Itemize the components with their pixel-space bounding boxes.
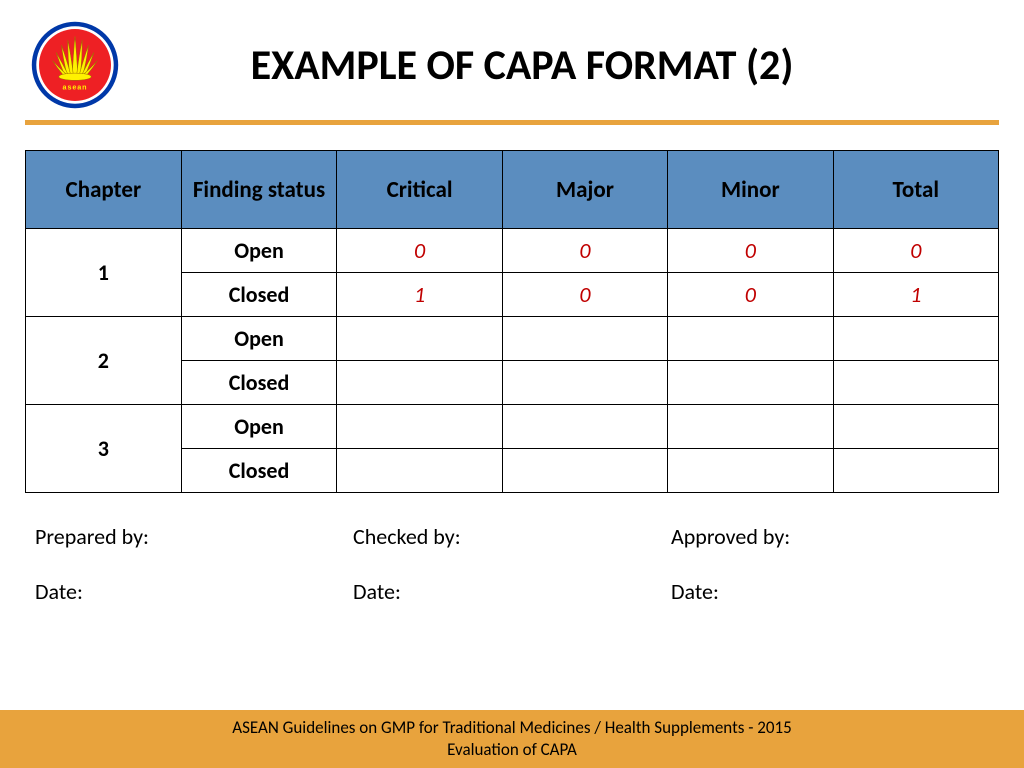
prepared-by-column: Prepared by: Date:: [35, 523, 353, 605]
approved-by-column: Approved by: Date:: [671, 523, 989, 605]
value-cell: [337, 361, 502, 405]
value-cell: [833, 361, 998, 405]
value-cell: [337, 449, 502, 493]
col-critical: Critical: [337, 151, 502, 229]
capa-table: Chapter Finding status Critical Major Mi…: [25, 150, 999, 493]
title-divider: [25, 120, 999, 125]
status-cell: Open: [181, 317, 337, 361]
checked-by-label: Checked by:: [353, 523, 671, 550]
signature-block: Prepared by: Date: Checked by: Date: App…: [0, 493, 1024, 605]
value-cell: [833, 317, 998, 361]
svg-text:asean: asean: [63, 82, 88, 91]
col-chapter: Chapter: [26, 151, 182, 229]
checked-by-date-label: Date:: [353, 578, 671, 605]
value-cell: [502, 449, 667, 493]
col-major: Major: [502, 151, 667, 229]
value-cell: 0: [502, 229, 667, 273]
status-cell: Closed: [181, 273, 337, 317]
footer-line-2: Evaluation of CAPA: [447, 739, 577, 761]
table-row: 3Open: [26, 405, 999, 449]
table-header-row: Chapter Finding status Critical Major Mi…: [26, 151, 999, 229]
value-cell: [668, 405, 833, 449]
col-minor: Minor: [668, 151, 833, 229]
col-total: Total: [833, 151, 998, 229]
prepared-by-date-label: Date:: [35, 578, 353, 605]
page-title: EXAMPLE OF CAPA FORMAT (2): [120, 40, 984, 91]
value-cell: [668, 317, 833, 361]
value-cell: [668, 449, 833, 493]
approved-by-label: Approved by:: [671, 523, 989, 550]
asean-logo-icon: asean: [30, 20, 120, 110]
value-cell: [833, 405, 998, 449]
value-cell: [502, 405, 667, 449]
prepared-by-label: Prepared by:: [35, 523, 353, 550]
value-cell: [502, 361, 667, 405]
value-cell: 1: [833, 273, 998, 317]
status-cell: Closed: [181, 449, 337, 493]
table-row: 1Open0000: [26, 229, 999, 273]
value-cell: [337, 317, 502, 361]
approved-by-date-label: Date:: [671, 578, 989, 605]
status-cell: Open: [181, 405, 337, 449]
capa-table-container: Chapter Finding status Critical Major Mi…: [0, 150, 1024, 493]
value-cell: [833, 449, 998, 493]
value-cell: 0: [337, 229, 502, 273]
table-row: 2Open: [26, 317, 999, 361]
value-cell: 0: [833, 229, 998, 273]
value-cell: [502, 317, 667, 361]
value-cell: 0: [668, 229, 833, 273]
footer-line-1: ASEAN Guidelines on GMP for Traditional …: [232, 717, 792, 739]
chapter-cell: 1: [26, 229, 182, 317]
status-cell: Closed: [181, 361, 337, 405]
value-cell: 0: [668, 273, 833, 317]
status-cell: Open: [181, 229, 337, 273]
value-cell: [668, 361, 833, 405]
chapter-cell: 2: [26, 317, 182, 405]
value-cell: [337, 405, 502, 449]
value-cell: 1: [337, 273, 502, 317]
slide-header: asean EXAMPLE OF CAPA FORMAT (2): [0, 0, 1024, 120]
checked-by-column: Checked by: Date:: [353, 523, 671, 605]
value-cell: 0: [502, 273, 667, 317]
slide-footer: ASEAN Guidelines on GMP for Traditional …: [0, 710, 1024, 768]
chapter-cell: 3: [26, 405, 182, 493]
col-finding-status: Finding status: [181, 151, 337, 229]
